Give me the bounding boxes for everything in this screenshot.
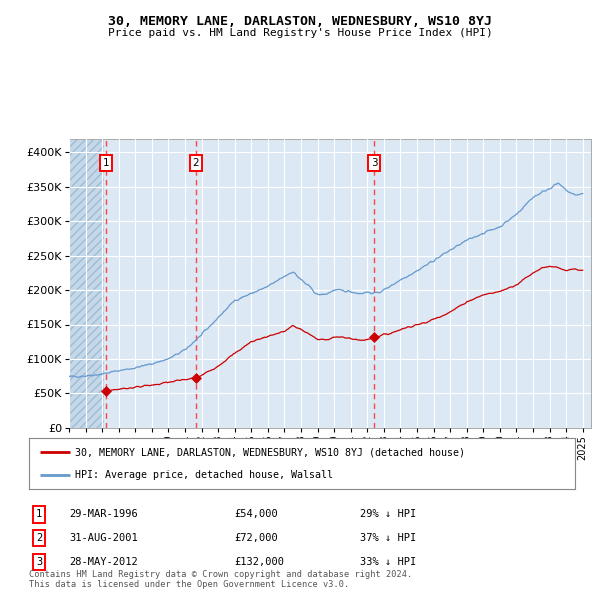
Text: £54,000: £54,000: [234, 510, 278, 519]
Text: 29% ↓ HPI: 29% ↓ HPI: [360, 510, 416, 519]
Text: £72,000: £72,000: [234, 533, 278, 543]
Text: 3: 3: [371, 158, 377, 168]
Text: 2: 2: [193, 158, 199, 168]
Text: 2: 2: [36, 533, 42, 543]
Text: Contains HM Land Registry data © Crown copyright and database right 2024.
This d: Contains HM Land Registry data © Crown c…: [29, 570, 412, 589]
Text: 3: 3: [36, 557, 42, 566]
Text: 29-MAR-1996: 29-MAR-1996: [69, 510, 138, 519]
Polygon shape: [69, 139, 104, 428]
Text: 31-AUG-2001: 31-AUG-2001: [69, 533, 138, 543]
Text: 30, MEMORY LANE, DARLASTON, WEDNESBURY, WS10 8YJ (detached house): 30, MEMORY LANE, DARLASTON, WEDNESBURY, …: [75, 447, 465, 457]
Text: 37% ↓ HPI: 37% ↓ HPI: [360, 533, 416, 543]
Text: 1: 1: [36, 510, 42, 519]
Text: 1: 1: [103, 158, 109, 168]
Text: £132,000: £132,000: [234, 557, 284, 566]
Text: 28-MAY-2012: 28-MAY-2012: [69, 557, 138, 566]
Text: 33% ↓ HPI: 33% ↓ HPI: [360, 557, 416, 566]
Text: HPI: Average price, detached house, Walsall: HPI: Average price, detached house, Wals…: [75, 470, 333, 480]
Text: Price paid vs. HM Land Registry's House Price Index (HPI): Price paid vs. HM Land Registry's House …: [107, 28, 493, 38]
Text: 30, MEMORY LANE, DARLASTON, WEDNESBURY, WS10 8YJ: 30, MEMORY LANE, DARLASTON, WEDNESBURY, …: [108, 15, 492, 28]
